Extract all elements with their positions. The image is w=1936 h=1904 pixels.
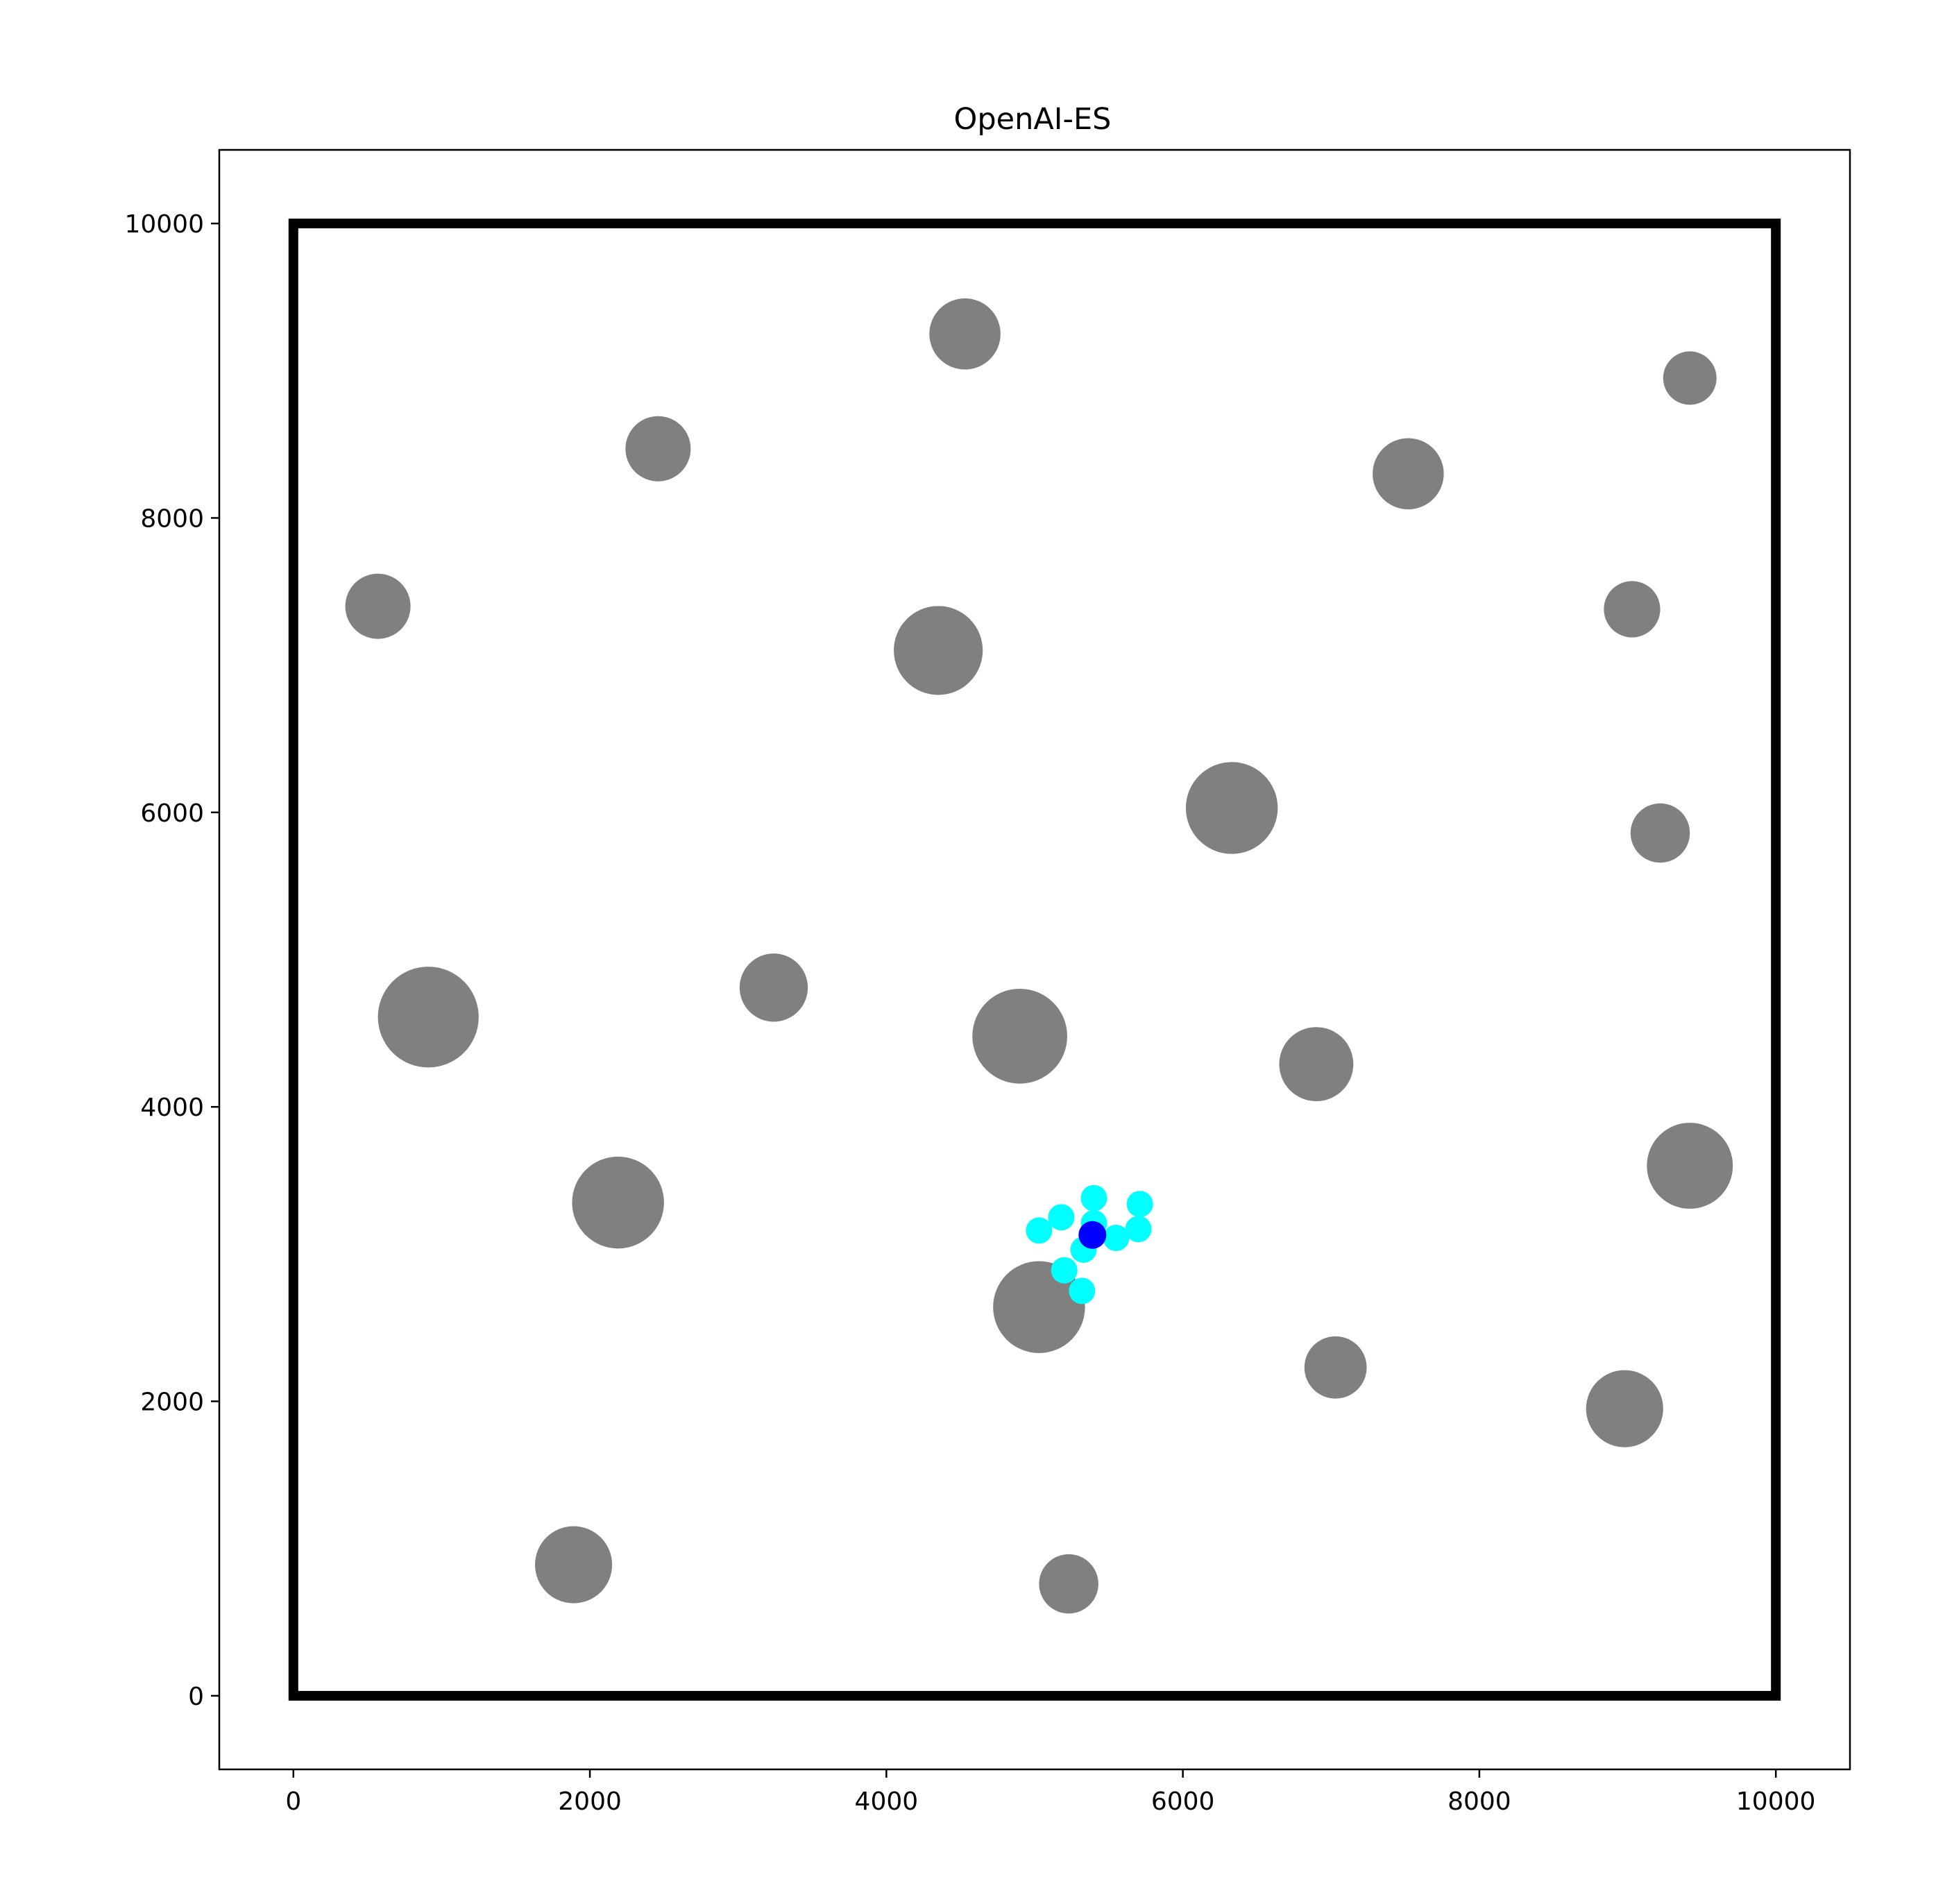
obstacle-point	[1604, 581, 1661, 638]
sample-point	[1026, 1217, 1053, 1244]
y-tick-label: 6000	[140, 799, 204, 828]
obstacle-point	[377, 967, 479, 1068]
chart-title: OpenAI-ES	[954, 102, 1112, 137]
sample-point	[1126, 1191, 1153, 1218]
obstacle-point	[1185, 762, 1278, 854]
obstacle-point	[1279, 1027, 1354, 1102]
obstacle-point	[1304, 1336, 1367, 1399]
obstacle-point	[929, 298, 1001, 370]
x-tick-label: 10000	[1736, 1787, 1816, 1816]
sample-point	[1048, 1204, 1075, 1231]
sample-point	[1080, 1184, 1107, 1212]
sample-point	[1125, 1216, 1152, 1243]
obstacle-point	[572, 1156, 664, 1249]
obstacle-point	[1630, 803, 1690, 863]
axes-frame	[218, 148, 1851, 1771]
y-tick-label: 10000	[124, 210, 204, 239]
obstacle-point	[972, 988, 1067, 1084]
obstacle-point	[739, 953, 808, 1022]
sample-point	[1103, 1225, 1130, 1252]
x-tick-label: 6000	[1151, 1787, 1215, 1816]
y-tick-label: 4000	[140, 1094, 204, 1122]
arena-boundary	[288, 219, 1781, 1701]
x-axis: 0 2000 4000 6000 8000 10000	[285, 1769, 1815, 1816]
obstacle-point	[1647, 1123, 1733, 1209]
obstacle-point	[625, 416, 691, 482]
obstacle-point	[993, 1261, 1085, 1353]
y-tick-label: 0	[188, 1683, 204, 1711]
obstacle-point	[345, 573, 411, 639]
sample-point	[1051, 1257, 1078, 1284]
sample-point	[1069, 1277, 1096, 1304]
y-tick-label: 8000	[140, 504, 204, 533]
obstacle-point	[1586, 1370, 1663, 1447]
obstacle-point	[1373, 438, 1444, 510]
obstacle-point	[535, 1526, 613, 1604]
mean-point	[1078, 1221, 1107, 1249]
obstacle-point	[894, 606, 983, 695]
x-tick-label: 8000	[1447, 1787, 1511, 1816]
x-tick-label: 0	[285, 1787, 301, 1816]
plot-area	[288, 219, 1781, 1701]
x-tick-label: 4000	[855, 1787, 919, 1816]
x-tick-label: 2000	[558, 1787, 622, 1816]
y-axis: 0 2000 4000 6000 8000 10000	[124, 210, 219, 1711]
obstacle-point	[1663, 351, 1717, 405]
obstacle-point	[1039, 1554, 1098, 1614]
y-tick-label: 2000	[140, 1388, 204, 1417]
